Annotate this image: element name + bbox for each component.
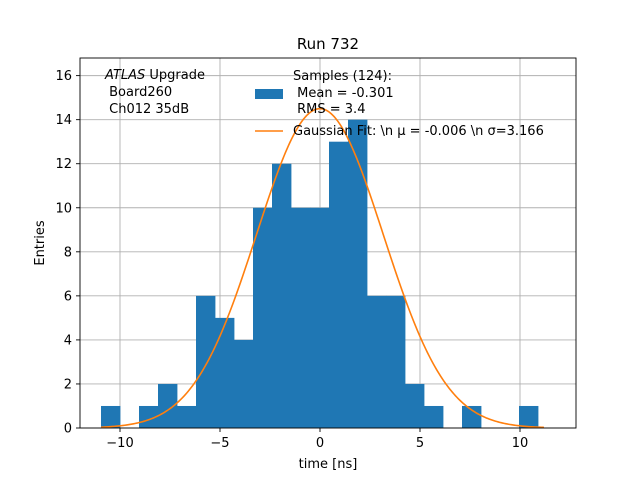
legend-patch-samples xyxy=(255,89,283,99)
plot-frame xyxy=(79,57,577,429)
histogram-bar xyxy=(367,295,387,428)
y-tick-label: 4 xyxy=(64,333,72,348)
histogram-bar xyxy=(424,405,444,428)
histogram-bars xyxy=(101,119,539,429)
x-axis-label: time [ns] xyxy=(299,457,358,472)
x-tick-label: 0 xyxy=(316,436,324,451)
x-tick-label: 5 xyxy=(416,436,424,451)
histogram-bar xyxy=(101,405,121,428)
y-tick-label: 8 xyxy=(64,245,72,260)
y-tick-label: 10 xyxy=(55,201,72,216)
histogram-bar xyxy=(215,317,235,428)
histogram-bar xyxy=(272,163,292,428)
histogram-bar xyxy=(462,405,482,428)
gaussian-fit-curve xyxy=(100,107,545,429)
histogram-bar xyxy=(158,383,178,428)
histogram-bar xyxy=(386,295,406,428)
chart-title: Run 732 xyxy=(297,35,359,53)
histogram-bar xyxy=(405,383,425,428)
x-axis-ticks: −10 −5 0 5 10 xyxy=(106,428,528,451)
legend-samples-line-2: Mean = -0.301 xyxy=(293,86,394,101)
y-axis-label: Entries xyxy=(33,220,48,266)
y-tick-label: 16 xyxy=(55,69,72,84)
legend-samples-line-1: Samples (124): xyxy=(293,69,392,84)
x-tick-label: 10 xyxy=(512,436,529,451)
annotation-line-3: Ch012 35dB xyxy=(105,102,189,117)
histogram-bar xyxy=(234,339,254,428)
histogram-bar xyxy=(196,295,216,428)
y-tick-label: 6 xyxy=(64,289,72,304)
histogram-bar xyxy=(519,405,539,428)
legend-fit-label: Gaussian Fit: \n μ = -0.006 \n σ=3.166 xyxy=(293,124,544,139)
x-tick-label: −10 xyxy=(106,436,133,451)
annotation-line-2: Board260 xyxy=(105,85,172,100)
y-tick-label: 2 xyxy=(64,377,72,392)
y-tick-label: 12 xyxy=(55,157,72,172)
legend-samples-line-3: RMS = 3.4 xyxy=(293,102,365,117)
histogram-bar xyxy=(329,141,349,428)
x-tick-label: −5 xyxy=(210,436,229,451)
annotation-line-1: ATLAS Upgrade xyxy=(104,68,205,83)
histogram-bar xyxy=(348,119,368,429)
legend: Samples (124): Mean = -0.301 RMS = 3.4 G… xyxy=(255,69,544,139)
histogram-bar xyxy=(291,207,311,428)
annotation-text: ATLAS Upgrade Board260 Ch012 35dB xyxy=(104,68,205,117)
y-axis-ticks: 0 2 4 6 8 10 12 14 16 xyxy=(55,69,80,437)
y-tick-label: 14 xyxy=(55,113,72,128)
histogram-bar xyxy=(139,405,159,428)
histogram-bar xyxy=(310,207,330,428)
histogram-bar xyxy=(177,405,197,428)
y-tick-label: 0 xyxy=(64,422,72,437)
histogram-bar xyxy=(253,207,273,428)
